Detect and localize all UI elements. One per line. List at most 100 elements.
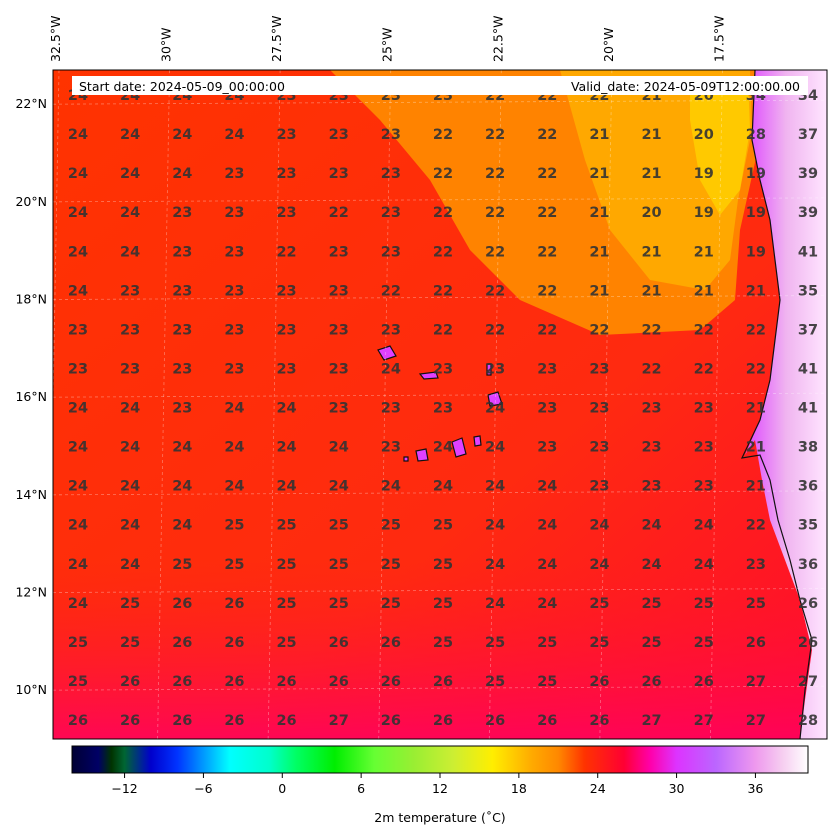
temperature-value: 23 xyxy=(224,244,244,260)
temperature-value: 27 xyxy=(641,713,661,729)
temperature-value: 24 xyxy=(120,557,140,573)
temperature-value: 24 xyxy=(68,518,88,534)
temperature-value: 27 xyxy=(746,713,766,729)
temperature-value: 25 xyxy=(172,557,192,573)
longitude-labels: 32.5°W 30°W 27.5°W 25°W 22.5°W 20°W 17.5°W xyxy=(48,16,726,62)
temperature-value: 25 xyxy=(329,518,349,534)
temperature-value: 26 xyxy=(172,674,192,690)
temperature-value: 26 xyxy=(798,635,818,651)
temperature-value: 26 xyxy=(276,674,296,690)
temperature-value: 24 xyxy=(276,440,296,456)
temperature-value: 23 xyxy=(224,283,244,299)
africa-land-hot xyxy=(745,70,827,739)
valid-date-label: Valid_date: 2024-05-09T12:00:00.00 xyxy=(571,79,800,94)
temperature-value: 26 xyxy=(172,596,192,612)
temperature-value: 23 xyxy=(172,244,192,260)
temperature-value: 21 xyxy=(641,283,661,299)
temperature-value: 22 xyxy=(485,127,505,143)
temperature-value: 24 xyxy=(641,518,661,534)
temperature-value: 41 xyxy=(798,361,818,377)
temperature-value: 23 xyxy=(329,401,349,417)
temperature-value: 22 xyxy=(433,205,453,221)
temperature-value: 21 xyxy=(589,283,609,299)
temperature-value: 22 xyxy=(537,322,557,338)
temperature-value: 22 xyxy=(537,127,557,143)
temperature-value: 25 xyxy=(433,557,453,573)
temperature-value: 24 xyxy=(120,401,140,417)
temperature-value: 23 xyxy=(329,166,349,182)
temperature-value: 20 xyxy=(641,205,661,221)
temperature-value: 35 xyxy=(798,283,818,299)
temperature-value: 22 xyxy=(433,283,453,299)
temperature-value: 22 xyxy=(485,244,505,260)
temperature-value: 25 xyxy=(329,557,349,573)
temperature-value: 23 xyxy=(276,127,296,143)
temperature-value: 27 xyxy=(329,713,349,729)
temperature-value: 24 xyxy=(172,440,192,456)
longitude-label: 32.5°W xyxy=(48,16,63,62)
temperature-value: 25 xyxy=(224,557,244,573)
temperature-value: 23 xyxy=(381,205,401,221)
temperature-value: 23 xyxy=(224,205,244,221)
latitude-label: 10°N xyxy=(15,682,47,697)
temperature-value: 23 xyxy=(381,166,401,182)
temperature-value: 22 xyxy=(641,322,661,338)
temperature-value: 25 xyxy=(433,518,453,534)
temperature-value: 24 xyxy=(68,166,88,182)
temperature-value: 23 xyxy=(276,361,296,377)
temperature-value: 23 xyxy=(172,322,192,338)
temperature-value: 37 xyxy=(798,322,818,338)
temperature-value: 23 xyxy=(120,322,140,338)
temperature-value: 24 xyxy=(485,596,505,612)
temperature-value: 22 xyxy=(485,166,505,182)
cape-verde-islands xyxy=(377,345,503,462)
temperature-value: 25 xyxy=(433,635,453,651)
temperature-value: 39 xyxy=(798,205,818,221)
temperature-value: 24 xyxy=(485,518,505,534)
temperature-value: 23 xyxy=(276,322,296,338)
temperature-value: 21 xyxy=(589,127,609,143)
temperature-value: 24 xyxy=(68,283,88,299)
temperature-value: 23 xyxy=(641,479,661,495)
temperature-value: 27 xyxy=(798,674,818,690)
temperature-value: 26 xyxy=(694,674,714,690)
temperature-value: 26 xyxy=(433,713,453,729)
temperature-value: 22 xyxy=(433,244,453,260)
latitude-label: 22°N xyxy=(15,96,47,111)
temperature-value: 24 xyxy=(172,518,192,534)
temperature-value: 21 xyxy=(746,283,766,299)
temperature-value: 28 xyxy=(746,127,766,143)
longitude-label: 20°W xyxy=(601,27,616,62)
temperature-value: 23 xyxy=(172,205,192,221)
temperature-value: 21 xyxy=(641,127,661,143)
temperature-value: 24 xyxy=(68,401,88,417)
temperature-value: 24 xyxy=(276,479,296,495)
temperature-value: 22 xyxy=(381,283,401,299)
longitude-label: 17.5°W xyxy=(711,16,726,62)
longitude-label: 27.5°W xyxy=(269,16,284,62)
temperature-value: 26 xyxy=(381,635,401,651)
temperature-value: 21 xyxy=(746,440,766,456)
temperature-value: 22 xyxy=(641,361,661,377)
temperature-value: 23 xyxy=(68,322,88,338)
temperature-value: 22 xyxy=(329,205,349,221)
temperature-value: 25 xyxy=(276,635,296,651)
temperature-value: 23 xyxy=(172,361,192,377)
colorbar xyxy=(71,745,809,774)
temperature-value: 23 xyxy=(589,361,609,377)
temperature-value: 24 xyxy=(433,440,453,456)
colorbar-label: 2m temperature (˚C) xyxy=(374,810,505,825)
temperature-value: 23 xyxy=(329,283,349,299)
temperature-value: 24 xyxy=(68,244,88,260)
temperature-value: 22 xyxy=(537,244,557,260)
temperature-value: 24 xyxy=(537,479,557,495)
temperature-value: 24 xyxy=(381,479,401,495)
temperature-value: 26 xyxy=(537,713,557,729)
temperature-value: 23 xyxy=(224,361,244,377)
temperature-value: 41 xyxy=(798,401,818,417)
temperature-value: 24 xyxy=(120,205,140,221)
temperature-value: 36 xyxy=(798,479,818,495)
temperature-value: 23 xyxy=(641,401,661,417)
temperature-value: 23 xyxy=(589,479,609,495)
